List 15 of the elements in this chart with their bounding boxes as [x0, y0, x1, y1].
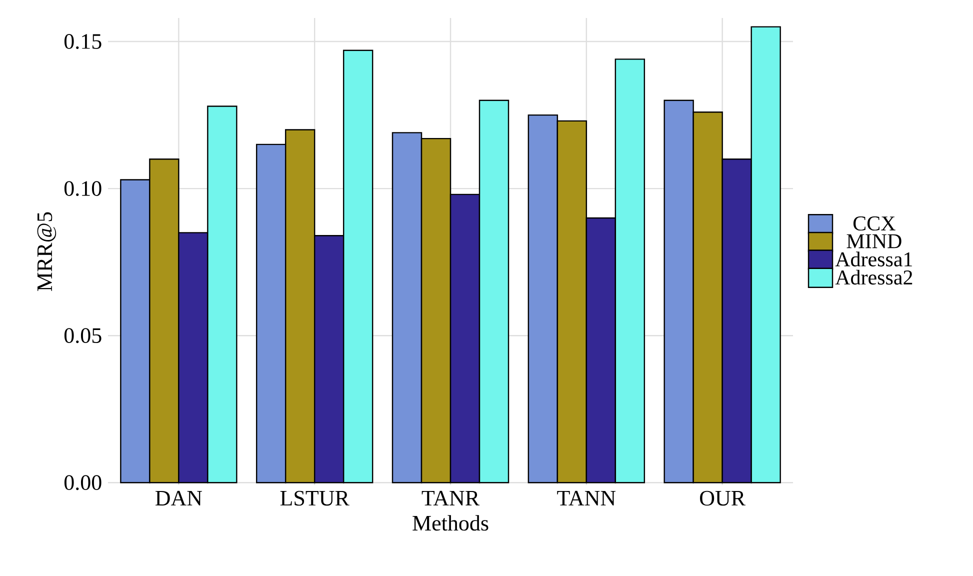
legend-label: Adressa2	[835, 270, 912, 285]
legend-label: Adressa1	[835, 252, 912, 266]
y-tick-label: 0.10	[64, 181, 102, 196]
legend-label: CCX	[853, 216, 896, 231]
y-axis-title: MRR@5	[37, 212, 56, 291]
x-tick-label: TANN	[557, 490, 616, 506]
y-tick-label: 0.05	[64, 328, 102, 344]
x-axis-title: Methods	[412, 515, 488, 531]
y-tick-label: 0.15	[64, 34, 102, 49]
x-tick-label: OUR	[700, 490, 746, 506]
x-tick-label: DAN	[155, 490, 202, 506]
y-tick-label: 0.00	[64, 475, 102, 490]
legend-label: MIND	[846, 234, 902, 248]
x-tick-label: LSTUR	[280, 490, 350, 506]
x-tick-label: TANR	[422, 490, 480, 506]
